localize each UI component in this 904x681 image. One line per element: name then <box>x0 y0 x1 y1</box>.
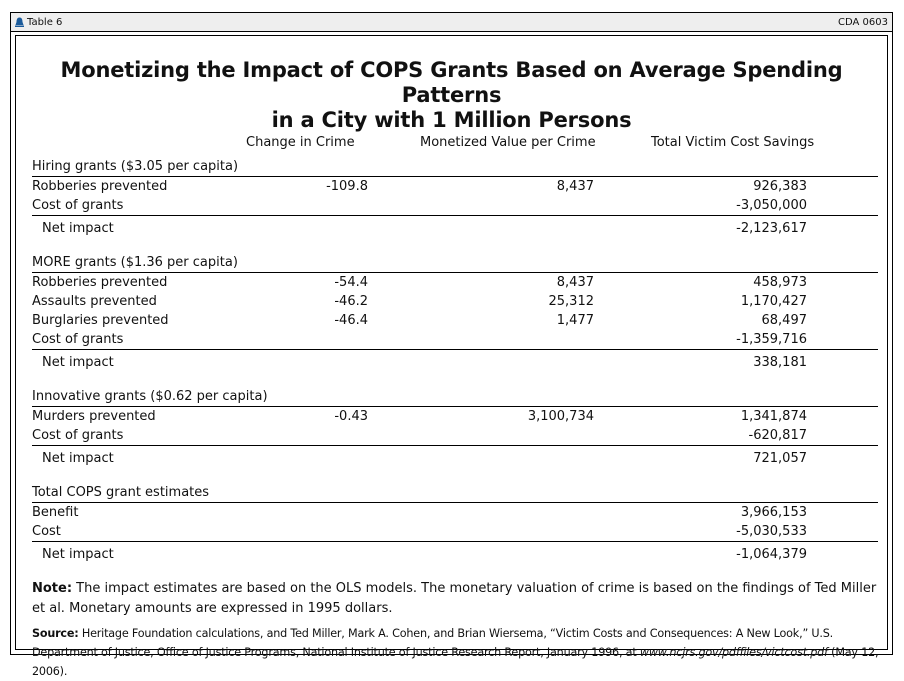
net-impact-row: Net impact 721,057 <box>32 446 878 470</box>
row-label: Net impact <box>42 547 114 562</box>
note: Note: The impact estimates are based on … <box>32 581 877 616</box>
column-header-change: Change in Crime <box>246 135 355 150</box>
table-row: Robberies prevented -109.8 8,437 926,383 <box>32 177 878 196</box>
total-cell: -3,050,000 <box>736 198 807 213</box>
change-cell: -46.2 <box>334 294 368 309</box>
total-cell: 1,170,427 <box>740 294 807 309</box>
change-cell: -109.8 <box>326 179 368 194</box>
table-code: CDA 0603 <box>838 16 888 28</box>
row-label: Burglaries prevented <box>32 313 169 328</box>
row-label: Robberies prevented <box>32 275 168 290</box>
net-impact-row: Net impact -2,123,617 <box>32 216 878 240</box>
row-label: Cost of grants <box>32 428 124 443</box>
row-label: Cost of grants <box>32 332 124 347</box>
table-header-bar: Table 6 CDA 0603 <box>11 13 892 32</box>
change-cell: -0.43 <box>334 409 368 424</box>
value-cell: 8,437 <box>556 179 594 194</box>
net-impact-row: Net impact 338,181 <box>32 350 878 374</box>
row-label: Benefit <box>32 505 79 520</box>
total-cell: 68,497 <box>761 313 808 328</box>
table-row: Murders prevented -0.43 3,100,734 1,341,874 <box>32 407 878 426</box>
row-label: Net impact <box>42 451 114 466</box>
table-row: Cost of grants -620,817 <box>32 426 878 446</box>
total-cell: 458,973 <box>753 275 807 290</box>
section-header: Total COPS grant estimates <box>32 483 878 503</box>
table-body: Monetizing the Impact of COPS Grants Bas… <box>15 35 888 678</box>
section-header: MORE grants ($1.36 per capita) <box>32 253 878 273</box>
total-cell: -2,123,617 <box>736 221 807 236</box>
table-row: Benefit 3,966,153 <box>32 503 878 522</box>
total-cell: -5,030,533 <box>736 524 807 539</box>
value-cell: 1,477 <box>556 313 594 328</box>
table-row: Cost of grants -3,050,000 <box>32 196 878 216</box>
section-header: Hiring grants ($3.05 per capita) <box>32 157 878 177</box>
source: Source: Heritage Foundation calculations… <box>32 627 879 678</box>
bell-icon <box>15 17 24 27</box>
total-cell: 721,057 <box>753 451 807 466</box>
table-row: Cost of grants -1,359,716 <box>32 330 878 350</box>
value-cell: 8,437 <box>556 275 594 290</box>
table-row: Robberies prevented -54.4 8,437 458,973 <box>32 273 878 292</box>
value-cell: 25,312 <box>548 294 595 309</box>
total-cell: 926,383 <box>753 179 807 194</box>
row-label: Cost <box>32 524 61 539</box>
table-row: Assaults prevented -46.2 25,312 1,170,427 <box>32 292 878 311</box>
value-cell: 3,100,734 <box>527 409 594 424</box>
total-cell: -1,359,716 <box>736 332 807 347</box>
total-cell: 1,341,874 <box>740 409 807 424</box>
row-label: Cost of grants <box>32 198 124 213</box>
row-label: Robberies prevented <box>32 179 168 194</box>
total-cell: -620,817 <box>748 428 807 443</box>
data-table: Hiring grants ($3.05 per capita) Robberie… <box>32 157 878 566</box>
table-frame: Table 6 CDA 0603 Monetizing the Impact o… <box>10 12 893 678</box>
total-cell: 3,966,153 <box>740 505 807 520</box>
row-label: Net impact <box>42 355 114 370</box>
row-label: Net impact <box>42 221 114 236</box>
section-header: Innovative grants ($0.62 per capita) <box>32 387 878 407</box>
total-cell: -1,064,379 <box>736 547 807 562</box>
column-header-value: Monetized Value per Crime <box>420 135 596 150</box>
row-label: Murders prevented <box>32 409 156 424</box>
page-title: Monetizing the Impact of COPS Grants Bas… <box>60 58 843 132</box>
change-cell: -46.4 <box>334 313 368 328</box>
table-label: Table 6 <box>27 16 63 28</box>
row-label: Assaults prevented <box>32 294 157 309</box>
net-impact-row: Net impact -1,064,379 <box>32 542 878 566</box>
table-row: Cost -5,030,533 <box>32 522 878 542</box>
column-header-total: Total Victim Cost Savings <box>651 135 815 150</box>
change-cell: -54.4 <box>334 275 368 290</box>
total-cell: 338,181 <box>753 355 807 370</box>
table-row: Burglaries prevented -46.4 1,477 68,497 <box>32 311 878 330</box>
